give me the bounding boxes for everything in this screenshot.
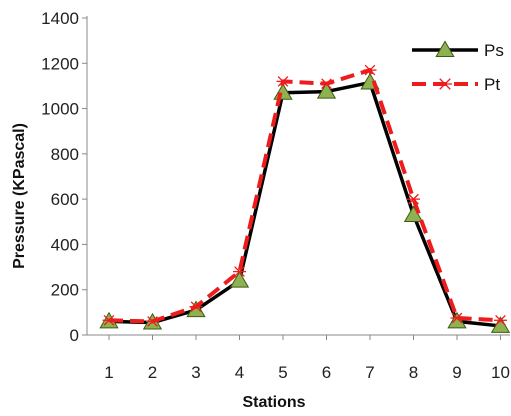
series-layer (99, 64, 511, 333)
data-point-pt (146, 316, 159, 327)
y-tick-label: 200 (51, 281, 79, 300)
series-pt (102, 64, 507, 327)
x-axis-ticks: 1 2 3 4 5 6 7 8 9 10 (104, 335, 510, 382)
x-tick-label: 3 (191, 363, 200, 382)
x-tick-label: 1 (104, 363, 113, 382)
y-tick-label: 1200 (41, 54, 79, 73)
series-line-ps (108, 80, 501, 328)
data-point-pt (494, 314, 507, 326)
y-tick-label: 1000 (41, 100, 79, 119)
axes (86, 16, 510, 336)
data-point-pt (407, 193, 420, 205)
x-tick-label: 10 (491, 363, 510, 382)
data-point-ps (229, 271, 250, 288)
legend-label: Pt (484, 75, 500, 94)
series-line-pt (108, 68, 501, 324)
x-tick-label: 6 (322, 363, 331, 382)
x-tick-label: 8 (409, 363, 418, 382)
x-tick-label: 4 (235, 363, 244, 382)
data-point-pt (233, 266, 246, 277)
y-tick-label: 600 (51, 190, 79, 209)
data-point-ps (403, 205, 424, 222)
data-point-pt (363, 64, 377, 76)
data-point-ps (316, 81, 337, 99)
data-point-pt (276, 76, 290, 87)
data-point-ps (447, 311, 467, 329)
y-tick-label: 1400 (41, 9, 79, 28)
x-axis-label: Stations (242, 394, 305, 411)
data-point-pt (320, 78, 333, 89)
legend: Ps Pt (412, 40, 504, 94)
y-tick-label: 400 (51, 235, 79, 254)
legend-item-ps: Ps (412, 40, 504, 60)
legend-item-pt: Pt (412, 75, 500, 94)
legend-marker (435, 40, 455, 57)
legend-label: Ps (484, 41, 504, 60)
y-tick-label: 0 (70, 326, 79, 345)
data-point-pt (450, 312, 464, 324)
data-point-pt (189, 301, 203, 313)
x-tick-label: 9 (452, 363, 461, 382)
legend-marker (438, 78, 452, 90)
x-tick-label: 2 (148, 363, 157, 382)
data-point-pt (102, 314, 116, 326)
x-tick-label: 7 (365, 363, 374, 382)
series-ps (99, 72, 511, 333)
y-tick-label: 800 (51, 145, 79, 164)
y-axis-ticks: 0 200 400 600 800 1000 1200 1400 (41, 9, 87, 345)
y-axis-label: Pressure (KPascal) (11, 123, 28, 269)
x-tick-label: 5 (278, 363, 287, 382)
